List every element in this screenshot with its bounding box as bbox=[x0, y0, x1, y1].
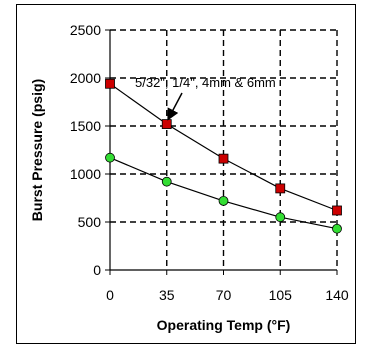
x-tick-label: 0 bbox=[106, 287, 114, 303]
x-tick-label: 70 bbox=[216, 287, 232, 303]
series-1-point bbox=[275, 212, 286, 223]
series-points bbox=[105, 78, 342, 234]
annotation-arrow bbox=[167, 92, 183, 121]
x-tick-labels: 0 35 70 105 140 bbox=[106, 287, 349, 303]
y-tick-label: 1500 bbox=[70, 118, 101, 134]
series-0-point bbox=[218, 153, 229, 164]
y-tick-label: 1000 bbox=[70, 166, 101, 182]
annotation-label: 5/32", 1/4", 4mm & 6mm bbox=[135, 75, 276, 90]
y-axis-label: Burst Pressure (psig) bbox=[29, 79, 45, 221]
grid-lines bbox=[110, 29, 338, 270]
y-tick-label: 2000 bbox=[70, 70, 101, 86]
y-tick-label: 2500 bbox=[70, 22, 101, 38]
series-0-point bbox=[161, 119, 172, 129]
x-tick-label: 35 bbox=[159, 287, 175, 303]
series-0-point bbox=[275, 183, 286, 194]
series-1-point bbox=[161, 176, 172, 187]
axes bbox=[105, 29, 338, 275]
x-tick-label: 140 bbox=[325, 287, 349, 303]
y-tick-label: 0 bbox=[93, 262, 101, 278]
series-0-point bbox=[105, 78, 115, 89]
series-0-point bbox=[332, 205, 342, 216]
series-1-point bbox=[332, 223, 342, 234]
series-1-point bbox=[218, 195, 229, 206]
y-tick-label: 500 bbox=[78, 214, 102, 230]
x-axis-label: Operating Temp (°F) bbox=[157, 317, 291, 333]
annotation: 5/32", 1/4", 4mm & 6mm bbox=[135, 75, 276, 121]
x-tick-label: 105 bbox=[269, 287, 293, 303]
series-1-point bbox=[105, 152, 115, 163]
y-tick-labels: 0 500 1000 1500 2000 2500 bbox=[70, 22, 101, 278]
